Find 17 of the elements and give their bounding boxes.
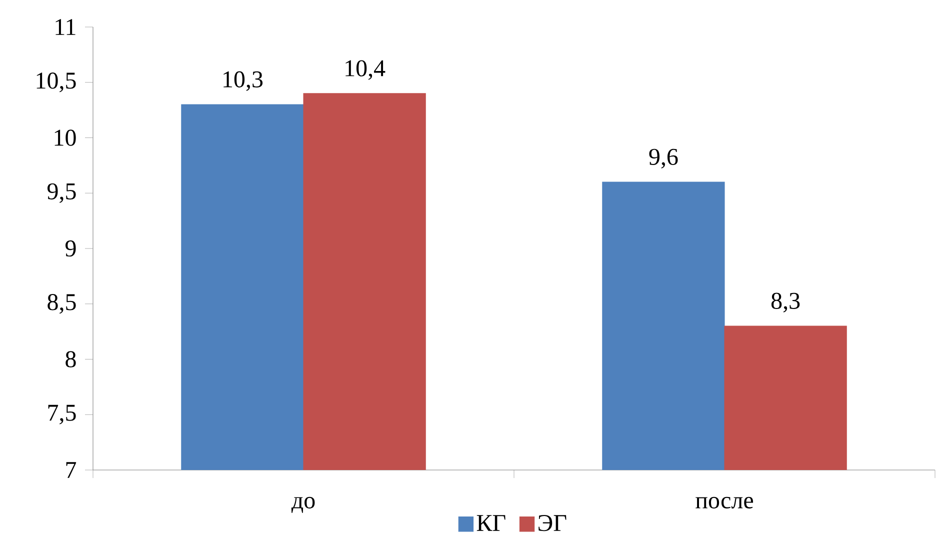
y-tick-label: 7,5 [48, 404, 76, 424]
y-tick-label: 10 [54, 130, 76, 146]
x-tick-label: до [291, 496, 315, 513]
data-label: 9,6 [649, 148, 678, 168]
data-label: 10,4 [346, 60, 386, 80]
y-tick-label: 9,5 [48, 183, 76, 203]
x-tick-label: после [696, 496, 754, 508]
legend-label: ЭГ [538, 515, 566, 532]
data-label: 8,3 [771, 292, 800, 312]
y-tick-label: 9 [66, 240, 76, 257]
y-tick-label: 8 [66, 351, 76, 368]
y-tick-label: 11 [56, 19, 76, 35]
legend-label: КГ [476, 515, 506, 531]
y-tick-label: 8,5 [48, 294, 76, 314]
y-tick-label: 7 [66, 462, 76, 478]
y-tick-label: 10,5 [36, 72, 76, 92]
data-label: 10,3 [224, 71, 263, 91]
